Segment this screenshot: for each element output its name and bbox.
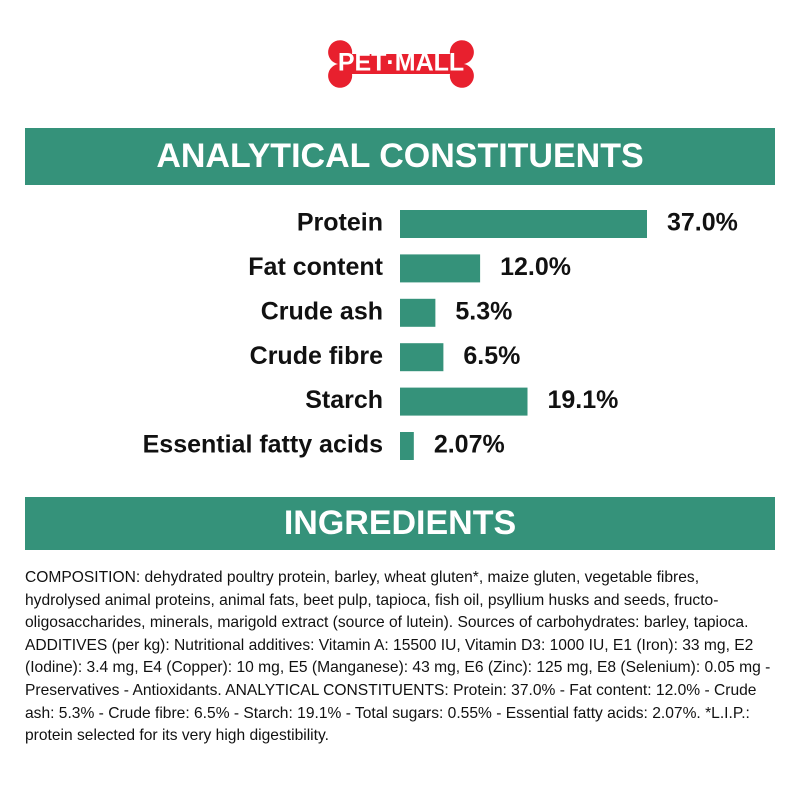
bar xyxy=(400,298,436,327)
ingredients-text: COMPOSITION: dehydrated poultry protein,… xyxy=(25,569,771,745)
bar xyxy=(400,343,444,372)
category-label: Crude ash xyxy=(261,297,383,325)
section-header xyxy=(25,497,775,550)
category-label: Starch xyxy=(305,386,383,414)
bar-chart: Protein 37.0% Fat content 12.0% Crude ash 5.3… xyxy=(143,209,738,460)
value-label: 2.07% xyxy=(434,431,505,459)
value-label: 37.0% xyxy=(667,209,738,237)
logo-text: PET·MALL xyxy=(338,49,464,77)
value-label: 19.1% xyxy=(548,386,619,414)
bar xyxy=(400,432,414,460)
logo-bone xyxy=(328,40,474,88)
value-label: 5.3% xyxy=(455,297,512,325)
bar xyxy=(400,210,647,238)
category-label: Protein xyxy=(297,209,383,237)
section-header xyxy=(25,128,775,185)
bar xyxy=(400,387,528,416)
value-label: 12.0% xyxy=(500,253,571,281)
chart-title: ANALYTICAL CONSTITUENTS xyxy=(156,137,643,175)
category-label: Fat content xyxy=(248,253,383,281)
logo: PET·MALL xyxy=(328,40,474,88)
value-label: 6.5% xyxy=(463,342,520,370)
bar xyxy=(400,254,481,283)
category-label: Essential fatty acids xyxy=(143,431,383,459)
category-label: Crude fibre xyxy=(250,342,383,370)
ingredients-title: INGREDIENTS xyxy=(284,504,516,542)
